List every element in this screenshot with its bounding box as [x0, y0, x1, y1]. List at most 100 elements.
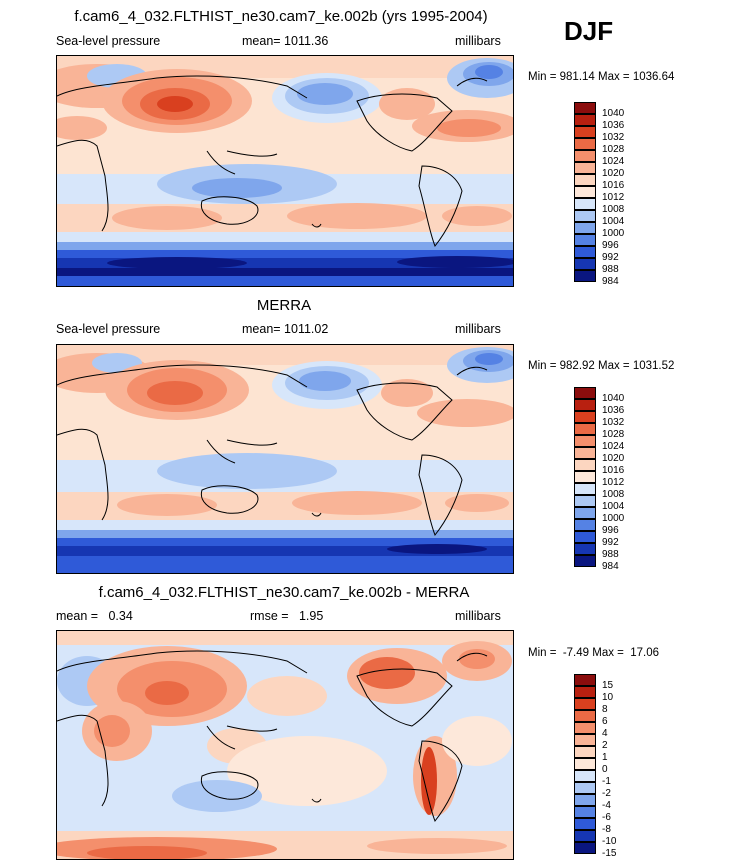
panel1-colorbar-label: 1028: [602, 144, 625, 155]
panel3-colorbar-swatch: [574, 794, 596, 806]
panel2-map: [56, 344, 514, 574]
panel3-minmax: Min = -7.49 Max = 17.06: [528, 647, 660, 659]
panel3-colorbar-swatch: [574, 686, 596, 698]
panel2-variable-label: Sea-level pressure: [56, 322, 161, 336]
panel3-colorbar-label: 15: [602, 680, 614, 691]
panel1-colorbar-swatch: [574, 246, 596, 258]
panel3-colorbar-label: -2: [602, 788, 611, 799]
panel3-colorbar-swatch: [574, 842, 596, 854]
panel1-colorbar-label: 996: [602, 240, 619, 251]
panel3-colorbar-label: 1: [602, 752, 608, 763]
panel1-colorbar-label: 1032: [602, 132, 625, 143]
panel2-units-label: millibars: [455, 322, 501, 336]
panel3-colorbar-label: -10: [602, 836, 617, 847]
panel3-title: f.cam6_4_032.FLTHIST_ne30.cam7_ke.002b -…: [98, 584, 470, 601]
panel2-colorbar-label: 1020: [602, 453, 625, 464]
panel2-colorbar-swatch: [574, 555, 596, 567]
panel1-colorbar-swatch: [574, 102, 596, 114]
panel1-colorbar-label: 1040: [602, 108, 625, 119]
panel3-colorbar-label: 10: [602, 692, 614, 703]
panel1-title: f.cam6_4_032.FLTHIST_ne30.cam7_ke.002b (…: [74, 8, 488, 25]
panel1-colorbar-swatch: [574, 150, 596, 162]
panel1-colorbar-swatch: [574, 234, 596, 246]
panel2-colorbar-swatch: [574, 387, 596, 399]
panel3-colorbar: 15 10 8 6 4 2 1 0 -1 -2 -4 -6 -8 -10 -15: [574, 674, 644, 859]
panel3-colorbar-swatch: [574, 674, 596, 686]
panel1-colorbar-label: 1000: [602, 228, 625, 239]
panel1-colorbar-swatch: [574, 198, 596, 210]
panel1-colorbar-label: 992: [602, 252, 619, 263]
panel1-colorbar-swatch: [574, 126, 596, 138]
panel3-mean-label: mean = 0.34: [56, 609, 133, 623]
panel2-colorbar-swatch: [574, 459, 596, 471]
panel2-minmax: Min = 982.92 Max = 1031.52: [528, 360, 675, 372]
panel3-colorbar-swatch: [574, 818, 596, 830]
panel3-colorbar-label: -6: [602, 812, 611, 823]
panel2-colorbar-label: 1012: [602, 477, 625, 488]
panel3-colorbar-swatch: [574, 806, 596, 818]
panel1-colorbar-swatch: [574, 174, 596, 186]
panel2-colorbar-swatch: [574, 495, 596, 507]
panel1-colorbar-label: 1004: [602, 216, 625, 227]
panel3-colorbar-label: -15: [602, 848, 617, 859]
panel2-colorbar-label: 992: [602, 537, 619, 548]
panel1-colorbar-swatch: [574, 258, 596, 270]
panel3-colorbar-swatch: [574, 698, 596, 710]
panel1-colorbar-swatch: [574, 210, 596, 222]
panel2-colorbar-swatch: [574, 543, 596, 555]
panel3-map: [56, 630, 514, 860]
panel2-map-svg: [57, 345, 513, 573]
panel3-colorbar-swatch: [574, 782, 596, 794]
panel3-colorbar-label: -4: [602, 800, 611, 811]
panel1-colorbar-swatch: [574, 222, 596, 234]
panel1-colorbar-swatch: [574, 138, 596, 150]
panel3-colorbar-swatch: [574, 758, 596, 770]
panel2-colorbar-swatch: [574, 447, 596, 459]
panel2-colorbar-swatch: [574, 411, 596, 423]
panel1-colorbar: 1040 1036 1032 1028 1024 1020 1016 1012 …: [574, 102, 644, 287]
panel2-colorbar-label: 1004: [602, 501, 625, 512]
panel1-colorbar-swatch: [574, 270, 596, 282]
panel2-colorbar-swatch: [574, 435, 596, 447]
panel2-colorbar-label: 996: [602, 525, 619, 536]
panel2-colorbar-label: 984: [602, 561, 619, 572]
season-label: DJF: [564, 16, 614, 46]
panel2-colorbar-swatch: [574, 483, 596, 495]
panel2-colorbar-label: 988: [602, 549, 619, 560]
panel1-colorbar-label: 1008: [602, 204, 625, 215]
panel2-colorbar-label: 1000: [602, 513, 625, 524]
panel3-colorbar-swatch: [574, 734, 596, 746]
panel1-colorbar-label: 1024: [602, 156, 625, 167]
panel3-colorbar-label: 8: [602, 704, 608, 715]
panel1-colorbar-label: 1012: [602, 192, 625, 203]
panel2-colorbar-label: 1032: [602, 417, 625, 428]
panel2-colorbar-swatch: [574, 471, 596, 483]
panel2-mean-label: mean= 1011.02: [242, 322, 329, 336]
panel1-colorbar-label: 988: [602, 264, 619, 275]
panel1-colorbar-swatch: [574, 186, 596, 198]
panel2-colorbar-swatch: [574, 399, 596, 411]
panel3-colorbar-swatch: [574, 722, 596, 734]
panel1-colorbar-label: 1016: [602, 180, 625, 191]
panel3-colorbar-label: -8: [602, 824, 611, 835]
panel2-title: MERRA: [256, 297, 312, 314]
panel1-units-label: millibars: [455, 34, 501, 48]
panel2-colorbar-label: 1028: [602, 429, 625, 440]
panel1-variable-label: Sea-level pressure: [56, 34, 161, 48]
panel2-colorbar-swatch: [574, 507, 596, 519]
panel3-map-svg: [57, 631, 513, 859]
panel1-colorbar-swatch: [574, 162, 596, 174]
panel1-colorbar-swatch: [574, 114, 596, 126]
panel1-map: [56, 55, 514, 287]
panel2-colorbar: 1040 1036 1032 1028 1024 1020 1016 1012 …: [574, 387, 644, 572]
panel1-mean-label: mean= 1011.36: [242, 34, 329, 48]
panel2-colorbar-label: 1024: [602, 441, 625, 452]
panel3-colorbar-label: 2: [602, 740, 608, 751]
panel2-colorbar-label: 1016: [602, 465, 625, 476]
panel1-colorbar-label: 1020: [602, 168, 625, 179]
panel3-colorbar-swatch: [574, 746, 596, 758]
panel2-colorbar-label: 1040: [602, 393, 625, 404]
panel1-colorbar-label: 1036: [602, 120, 625, 131]
panel2-colorbar-swatch: [574, 519, 596, 531]
panel2-colorbar-label: 1008: [602, 489, 625, 500]
